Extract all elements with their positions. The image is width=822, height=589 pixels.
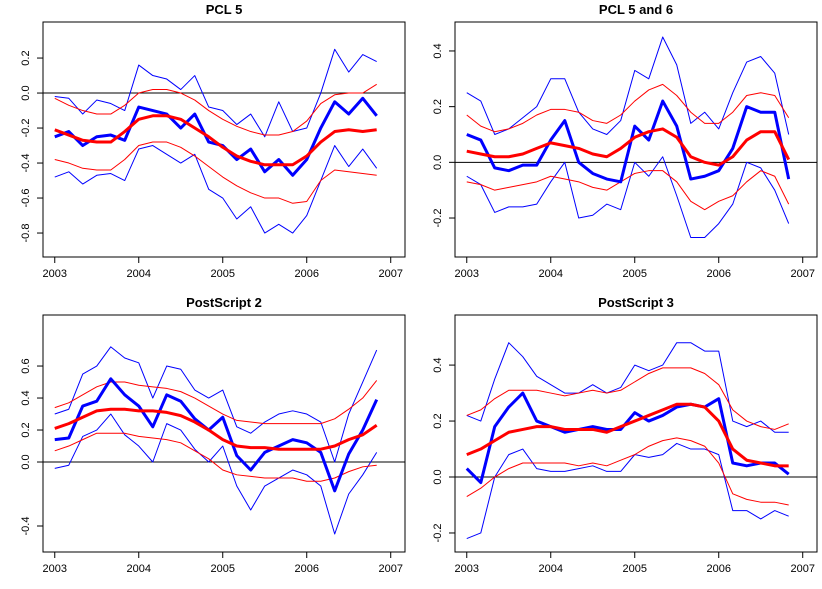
panel: PostScript 3 2003 2004 2005 2006 2007 0.4 0.2 0.… [432, 295, 818, 575]
y-tick-label: 0.4 [20, 390, 32, 405]
x-tick-label: 2007 [378, 563, 402, 575]
series-line [54, 83, 377, 136]
y-tick-label: -0.6 [20, 189, 32, 208]
y-tick-label: 0.4 [432, 357, 444, 372]
series-line [54, 114, 377, 167]
x-tick-label: 2003 [43, 563, 67, 575]
series-line [466, 36, 790, 135]
series-line [54, 48, 377, 138]
y-tick-label: 0.0 [20, 85, 32, 100]
series-line [466, 437, 789, 506]
y-tick-label: 0.4 [432, 43, 444, 58]
series-line [466, 170, 790, 211]
series-line [54, 145, 378, 234]
y-tick-label: 0.2 [20, 50, 32, 65]
y-tick-label: 0.2 [20, 422, 32, 437]
y-tick-label: -0.2 [432, 209, 444, 228]
x-tick-label: 2006 [294, 268, 318, 280]
series-line [54, 407, 378, 451]
series-line [54, 141, 377, 204]
y-tick-label: -0.2 [432, 523, 444, 542]
plot-box [454, 314, 818, 553]
x-tick-label: 2005 [210, 563, 234, 575]
y-tick-label: -0.4 [20, 517, 32, 536]
chart-title: PCL 5 and 6 [599, 2, 673, 17]
chart-title: PostScript 2 [186, 295, 262, 310]
panel: PostScript 2 2003 2004 2005 2006 2007 0.6 0.4 0.… [20, 295, 406, 575]
y-tick-label: -0.8 [20, 224, 32, 243]
y-tick-label: 0.6 [20, 358, 32, 373]
series-line [466, 442, 789, 540]
x-tick-label: 2003 [455, 268, 479, 280]
series-line [466, 367, 789, 430]
series-line [54, 377, 379, 493]
x-tick-label: 2003 [43, 268, 67, 280]
series-line [466, 83, 790, 133]
y-tick-label: -0.4 [20, 154, 32, 173]
x-tick-label: 2005 [622, 563, 646, 575]
x-tick-label: 2005 [622, 268, 646, 280]
panel: PCL 5 2003 2004 2005 2006 2007 0.2 0.0 -0.2 -0.4 -… [20, 2, 406, 280]
series-line [465, 391, 790, 485]
series-line [54, 380, 378, 425]
y-tick-label: 0.2 [432, 99, 444, 114]
x-tick-label: 2004 [539, 563, 563, 575]
x-tick-label: 2006 [706, 563, 730, 575]
x-tick-label: 2005 [210, 268, 234, 280]
x-tick-label: 2007 [378, 268, 402, 280]
x-tick-label: 2004 [127, 563, 151, 575]
series-line [54, 413, 378, 535]
series-line [54, 346, 378, 463]
series-line [466, 99, 791, 184]
x-tick-label: 2004 [127, 268, 151, 280]
x-tick-label: 2007 [790, 563, 814, 575]
x-tick-label: 2007 [790, 268, 814, 280]
x-tick-label: 2004 [539, 268, 563, 280]
y-tick-label: 0.0 [432, 155, 444, 170]
chart-title: PCL 5 [206, 2, 243, 17]
x-tick-label: 2006 [294, 563, 318, 575]
plot-box [42, 21, 406, 258]
plot-box [454, 21, 818, 258]
y-tick-label: 0.2 [432, 413, 444, 428]
series-line [466, 156, 790, 239]
series-line [466, 127, 791, 167]
panel: PCL 5 and 6 2003 2004 2005 2006 2007 0.4 0.2 0.0… [432, 2, 818, 280]
plot-box [42, 314, 406, 553]
x-tick-label: 2006 [706, 268, 730, 280]
y-tick-label: 0.0 [432, 469, 444, 484]
series-line [54, 432, 377, 482]
x-tick-label: 2003 [455, 563, 479, 575]
series-line [466, 342, 789, 433]
chart-title: PostScript 3 [598, 295, 674, 310]
series-line [466, 402, 789, 468]
y-tick-label: 0.0 [20, 454, 32, 469]
y-tick-label: -0.2 [20, 119, 32, 138]
